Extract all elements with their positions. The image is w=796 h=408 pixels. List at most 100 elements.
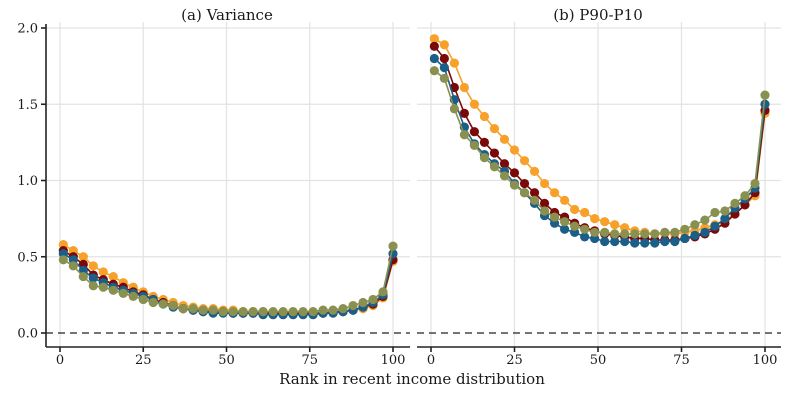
data-point-olive — [509, 180, 520, 190]
data-point-blue — [630, 238, 640, 248]
data-point-olive — [760, 90, 770, 100]
data-point-dark-red — [509, 168, 520, 178]
data-point-olive — [640, 229, 650, 239]
data-point-olive — [750, 178, 760, 189]
data-point-olive — [439, 73, 449, 83]
data-point-olive — [188, 304, 198, 314]
data-point-blue — [670, 236, 680, 247]
data-point-orange — [449, 58, 459, 68]
data-point-orange — [549, 188, 560, 198]
data-point-olive — [168, 300, 178, 311]
data-point-olive — [740, 191, 750, 201]
series-group — [58, 239, 398, 320]
data-point-blue — [610, 236, 620, 247]
data-point-olive — [630, 229, 640, 239]
data-point-olive — [549, 212, 560, 222]
x-axis-label: Rank in recent income distribution — [279, 370, 545, 388]
panel-title-variance: (a) Variance — [181, 6, 273, 24]
data-point-olive — [278, 307, 288, 317]
data-point-olive — [660, 227, 670, 237]
x-tick-label: 100 — [381, 353, 406, 368]
data-point-olive — [218, 307, 228, 317]
data-point-blue — [710, 221, 720, 231]
data-point-dark-red — [499, 159, 510, 169]
data-point-olive — [368, 294, 378, 305]
data-point-olive — [338, 304, 348, 314]
data-point-olive — [128, 291, 138, 301]
data-point-olive — [108, 285, 118, 295]
data-point-dark-red — [539, 198, 550, 208]
data-point-blue — [620, 236, 630, 247]
panel-title-p90-p10: (b) P90-P10 — [553, 6, 643, 24]
y-tick-label: 0.0 — [17, 327, 38, 342]
data-point-dark-red — [469, 127, 480, 137]
data-point-olive — [228, 307, 238, 317]
data-point-orange — [539, 178, 550, 189]
x-tick-label: 50 — [590, 353, 607, 368]
data-point-orange — [98, 267, 108, 277]
data-point-olive — [88, 281, 98, 291]
data-point-blue — [700, 227, 710, 237]
data-point-blue — [660, 236, 670, 247]
data-point-dark-red — [489, 148, 500, 158]
data-point-olive — [138, 294, 148, 305]
data-point-olive — [539, 206, 550, 216]
data-point-blue — [760, 99, 770, 109]
data-point-olive — [620, 229, 630, 239]
data-point-blue — [429, 53, 439, 64]
data-point-olive — [198, 305, 208, 315]
data-point-orange — [489, 124, 500, 134]
data-point-blue — [720, 214, 730, 224]
data-point-olive — [680, 224, 690, 234]
data-point-olive — [248, 307, 258, 317]
data-point-orange — [88, 261, 98, 271]
axes: 0 25 50 75 100 0.0 0.5 1.0 1.5 2.0 — [17, 22, 410, 368]
data-point-olive — [560, 217, 570, 227]
data-point-olive — [98, 282, 108, 292]
data-point-orange — [108, 271, 118, 282]
data-point-olive — [580, 224, 590, 234]
series-blue — [429, 53, 770, 248]
data-point-blue — [439, 63, 449, 73]
data-point-olive — [298, 307, 308, 317]
x-tick-label: 25 — [135, 353, 152, 368]
data-point-olive — [690, 220, 700, 230]
data-point-olive — [238, 307, 248, 317]
data-point-dark-red — [529, 188, 540, 198]
data-point-orange — [580, 207, 590, 218]
data-point-olive — [378, 287, 388, 297]
data-point-orange — [509, 145, 520, 155]
series-olive — [429, 66, 770, 239]
data-point-orange — [469, 99, 480, 109]
axes: 0 25 50 75 100 — [417, 332, 781, 368]
y-tick-label: 1.0 — [17, 174, 38, 189]
data-point-olive — [710, 207, 720, 218]
data-point-olive — [519, 188, 530, 198]
data-point-olive — [318, 305, 328, 315]
data-point-orange — [459, 82, 469, 93]
series-line-blue — [433, 57, 766, 244]
data-point-olive — [489, 162, 500, 172]
y-tick-label: 1.5 — [17, 98, 38, 113]
data-point-orange — [429, 34, 439, 44]
data-point-olive — [650, 229, 660, 239]
data-point-olive — [68, 261, 78, 271]
y-tick-label: 2.0 — [17, 22, 38, 37]
data-point-olive — [529, 195, 540, 205]
data-point-blue — [580, 232, 590, 242]
panel-variance: (a) Variance 0 25 50 75 100 0.0 0.5 1.0 1.5 2.0 — [17, 6, 410, 368]
data-point-blue — [88, 273, 98, 283]
data-point-orange — [590, 214, 600, 224]
series-olive — [58, 241, 398, 317]
data-point-olive — [590, 227, 600, 237]
data-point-orange — [499, 134, 510, 144]
data-point-olive — [449, 104, 459, 114]
data-point-orange — [519, 156, 530, 166]
data-point-olive — [469, 140, 480, 151]
data-point-olive — [348, 300, 358, 311]
data-point-olive — [288, 307, 298, 317]
data-point-olive — [730, 198, 740, 208]
gridlines — [46, 22, 410, 347]
data-point-blue — [600, 236, 610, 247]
